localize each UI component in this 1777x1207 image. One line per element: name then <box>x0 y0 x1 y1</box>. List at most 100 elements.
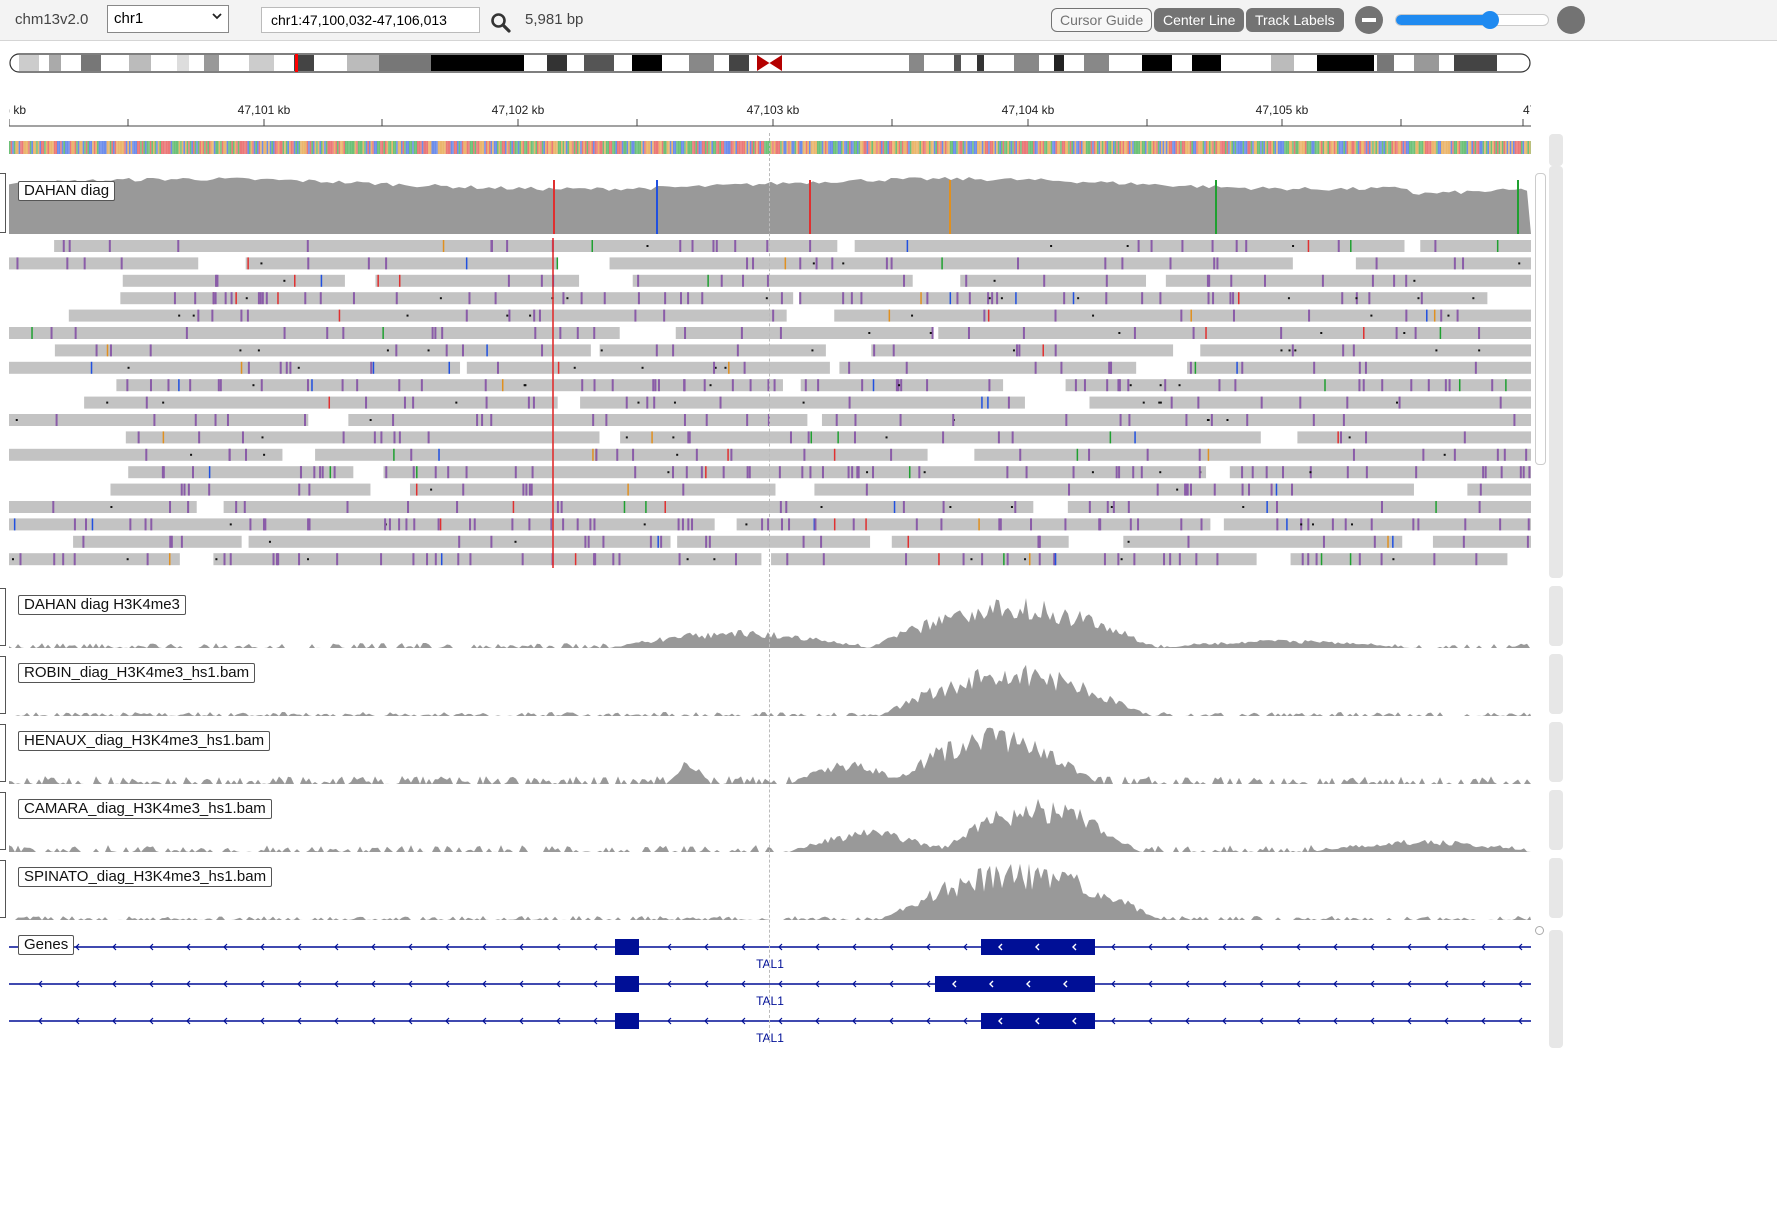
sequence-base <box>1041 141 1043 154</box>
sequence-base <box>1449 141 1451 154</box>
read-insertion <box>1362 379 1365 392</box>
read-insertion <box>1229 292 1232 305</box>
sequence-base <box>135 141 137 154</box>
sequence-base <box>738 141 741 154</box>
read-insertion <box>1241 361 1244 374</box>
sequence-base <box>545 141 547 154</box>
read-mismatch <box>1190 309 1192 322</box>
read-deletion <box>1370 314 1373 317</box>
zoom-in-icon[interactable] <box>1557 6 1585 34</box>
sequence-base <box>1490 141 1493 154</box>
sequence-track-scrollbar[interactable] <box>1549 134 1563 166</box>
window-size-label: 5,981 bp <box>525 11 584 28</box>
exon[interactable] <box>981 939 1095 955</box>
ideogram-band <box>584 55 614 71</box>
coverage-track-scrollbar[interactable] <box>1549 722 1563 782</box>
exon[interactable] <box>615 939 639 955</box>
read-mismatch <box>813 518 816 531</box>
sequence-base <box>1082 141 1085 154</box>
exon[interactable] <box>935 976 1095 992</box>
cursor-guide-button[interactable]: Cursor Guide <box>1051 8 1153 32</box>
sequence-base <box>133 141 136 154</box>
read-insertion <box>465 309 468 322</box>
coverage-track-handle[interactable] <box>0 656 6 714</box>
zoom-slider-thumb[interactable] <box>1481 11 1500 29</box>
sequence-base <box>708 141 710 154</box>
sequence-base <box>692 141 694 154</box>
sequence-base <box>780 141 782 154</box>
zoom-slider[interactable] <box>1395 11 1549 29</box>
sequence-base <box>399 141 401 154</box>
sequence-base <box>986 141 989 154</box>
sequence-base <box>297 141 299 154</box>
genome-label[interactable]: chm13v2.0 <box>15 11 89 28</box>
strand-arrow-icon <box>556 980 561 988</box>
alignment-track-scrollbar[interactable] <box>1549 166 1563 578</box>
coverage-track-handle[interactable] <box>0 588 6 646</box>
sequence-base <box>1417 141 1419 154</box>
coverage-track-handle[interactable] <box>0 860 6 918</box>
sequence-base <box>356 141 358 154</box>
sequence-base <box>401 141 403 154</box>
alignment-reads[interactable] <box>9 238 1531 568</box>
coverage-track-scrollbar[interactable] <box>1549 858 1563 918</box>
read-insertion <box>680 292 683 305</box>
strand-arrow-icon <box>1407 980 1412 988</box>
track-labels-button[interactable]: Track Labels <box>1246 8 1344 32</box>
read-insertion <box>983 309 986 322</box>
sequence-base <box>889 141 891 154</box>
coverage-track-handle[interactable] <box>0 792 6 850</box>
chromosome-ideogram[interactable] <box>9 53 1531 73</box>
genes-track-scrollbar[interactable] <box>1549 930 1563 1048</box>
locus-search-input[interactable] <box>261 7 480 33</box>
genes-track-gear-icon[interactable] <box>1535 926 1544 935</box>
read-insertion <box>228 448 231 461</box>
sequence-base <box>319 141 321 154</box>
coverage-track-scrollbar[interactable] <box>1549 790 1563 850</box>
exon[interactable] <box>615 1013 639 1029</box>
strand-arrow-icon <box>989 980 994 988</box>
sequence-base <box>650 141 653 154</box>
strand-arrow-icon <box>1370 943 1375 951</box>
sequence-base <box>428 141 430 154</box>
sequence-base <box>1050 141 1053 154</box>
sequence-base <box>1209 141 1211 154</box>
alignment-inner-scrollbar[interactable] <box>1535 173 1546 465</box>
genes-track[interactable]: TAL1 TAL1 TAL1 <box>9 928 1531 1048</box>
chromosome-select[interactable]: chr1 <box>107 5 229 33</box>
sequence-base <box>1180 141 1182 154</box>
coverage-track-scrollbar[interactable] <box>1549 654 1563 714</box>
sequence-base <box>332 141 334 154</box>
search-icon[interactable] <box>490 12 512 34</box>
read-insertion <box>427 431 430 444</box>
sequence-base <box>1159 141 1161 154</box>
read-insertion <box>398 379 401 392</box>
sequence-base <box>951 141 953 154</box>
read-insertion <box>679 240 682 252</box>
read-insertion <box>1200 518 1203 531</box>
sequence-base <box>1519 141 1521 154</box>
sequence-base <box>487 141 489 154</box>
read-deletion <box>190 453 193 456</box>
sequence-base <box>724 141 726 154</box>
read-insertion <box>212 292 215 305</box>
read <box>938 327 1531 339</box>
sequence-base <box>1301 141 1304 154</box>
read-insertion <box>525 483 528 496</box>
coverage-track-handle[interactable] <box>0 724 6 782</box>
read-insertion <box>1232 309 1235 322</box>
read-insertion <box>150 518 153 531</box>
exon[interactable] <box>615 976 639 992</box>
read-insertion <box>145 396 148 409</box>
alignment-track-handle[interactable] <box>0 173 6 233</box>
sequence-base <box>1100 141 1102 154</box>
exon[interactable] <box>981 1013 1095 1029</box>
center-line-button[interactable]: Center Line <box>1154 8 1245 32</box>
zoom-out-icon[interactable] <box>1355 6 1383 34</box>
read-deletion <box>297 366 300 369</box>
read-insertion <box>1526 535 1529 548</box>
sequence-base <box>1405 141 1408 154</box>
read <box>821 414 1531 426</box>
coverage-track-scrollbar[interactable] <box>1549 586 1563 646</box>
sequence-base <box>589 141 592 154</box>
